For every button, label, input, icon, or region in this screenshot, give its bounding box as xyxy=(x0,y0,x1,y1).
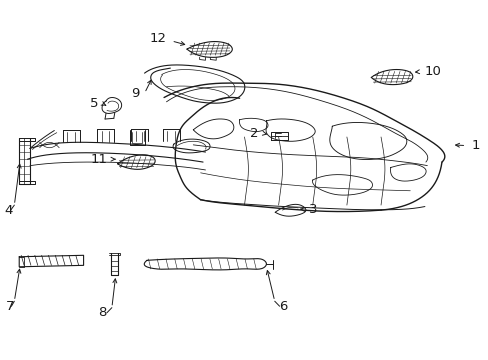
Text: 11: 11 xyxy=(91,153,108,166)
Text: 4: 4 xyxy=(4,204,13,217)
Text: 2: 2 xyxy=(249,127,258,140)
Text: 5: 5 xyxy=(89,98,98,111)
Text: 10: 10 xyxy=(424,65,441,78)
Text: 9: 9 xyxy=(131,87,140,100)
Text: 8: 8 xyxy=(99,306,107,319)
Text: 7: 7 xyxy=(5,300,14,313)
Text: 3: 3 xyxy=(308,203,317,216)
Text: 6: 6 xyxy=(279,300,287,313)
Text: 12: 12 xyxy=(149,32,166,45)
Text: 1: 1 xyxy=(470,139,479,152)
